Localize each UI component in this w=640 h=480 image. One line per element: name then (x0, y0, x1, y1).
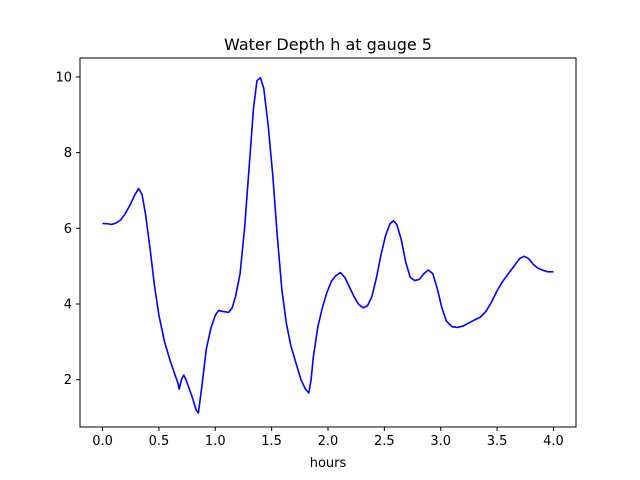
x-tick-label: 2.0 (318, 434, 339, 449)
x-tick-label: 2.5 (374, 434, 395, 449)
x-tick-label: 3.5 (487, 434, 508, 449)
y-tick-label: 6 (64, 222, 72, 237)
x-tick-label: 1.5 (261, 434, 282, 449)
x-tick-label: 4.0 (543, 434, 564, 449)
y-tick-label: 4 (64, 298, 72, 313)
series-line-0 (102, 76, 554, 414)
y-tick-label: 2 (64, 373, 72, 388)
y-tick-label: 8 (64, 146, 72, 161)
x-tick-label: 1.0 (205, 434, 226, 449)
x-tick-label: 3.0 (430, 434, 451, 449)
x-tick-label: 0.5 (149, 434, 170, 449)
y-tick-label: 10 (55, 70, 72, 85)
chart-title: Water Depth h at gauge 5 (224, 35, 432, 54)
plot-area (102, 76, 554, 414)
axes-frame (79, 57, 577, 428)
x-tick-label: 0.0 (92, 434, 113, 449)
x-axis-label: hours (310, 456, 347, 471)
axis-ticks: 0.0 0.5 1.0 1.5 2.0 2.5 3.0 3.5 4.0 2 4 6 8 10 (55, 70, 563, 449)
